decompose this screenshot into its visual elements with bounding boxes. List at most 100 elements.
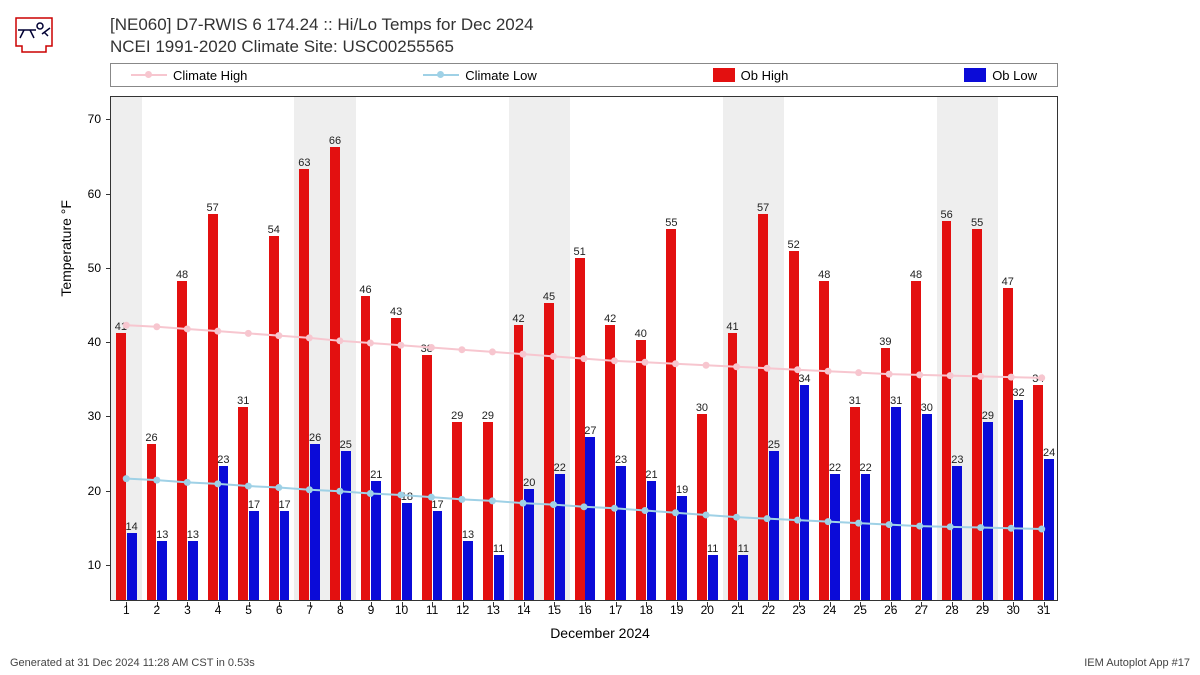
x-tick-label: 23 — [792, 603, 805, 617]
climate-high-point — [947, 372, 954, 379]
x-tick-label: 22 — [762, 603, 775, 617]
title-line-1: [NE060] D7-RWIS 6 174.24 :: Hi/Lo Temps … — [110, 14, 534, 36]
climate-high-point — [733, 363, 740, 370]
climate-low-point — [794, 517, 801, 524]
y-tick-label: 60 — [88, 187, 101, 201]
y-axis-label: Temperature °F — [58, 200, 74, 297]
y-tick — [106, 416, 111, 417]
footer-generated: Generated at 31 Dec 2024 11:28 AM CST in… — [10, 657, 255, 669]
climate-low-point — [764, 515, 771, 522]
y-tick-label: 10 — [88, 558, 101, 572]
climate-low-point — [489, 497, 496, 504]
climate-high-point — [184, 325, 191, 332]
climate-low-point — [519, 500, 526, 507]
climate-low-point — [947, 523, 954, 530]
x-tick-label: 26 — [884, 603, 897, 617]
x-tick-label: 9 — [368, 603, 375, 617]
climate-high-point — [245, 330, 252, 337]
x-tick-label: 20 — [701, 603, 714, 617]
climate-low-point — [214, 480, 221, 487]
x-tick-label: 17 — [609, 603, 622, 617]
x-tick-label: 10 — [395, 603, 408, 617]
legend-label: Ob Low — [992, 68, 1037, 83]
climate-high-point — [916, 371, 923, 378]
climate-low-point — [1008, 525, 1015, 532]
legend-ob-high: Ob High — [713, 68, 789, 83]
y-tick-label: 70 — [88, 112, 101, 126]
x-tick-label: 25 — [854, 603, 867, 617]
climate-high-point — [611, 357, 618, 364]
x-tick-label: 14 — [517, 603, 530, 617]
x-tick-label: 13 — [487, 603, 500, 617]
x-tick-label: 24 — [823, 603, 836, 617]
climate-high-point — [397, 342, 404, 349]
climate-low-point — [733, 514, 740, 521]
climate-low-point — [245, 483, 252, 490]
climate-low-point — [550, 501, 557, 508]
climate-low-point — [428, 494, 435, 501]
climate-high-point — [764, 365, 771, 372]
climate-high-point — [672, 360, 679, 367]
x-tick-label: 3 — [184, 603, 191, 617]
climate-low-point — [336, 488, 343, 495]
y-tick — [106, 342, 111, 343]
climate-high-point — [214, 328, 221, 335]
legend-label: Climate Low — [465, 68, 537, 83]
climate-high-point — [306, 334, 313, 341]
climate-high-point — [580, 355, 587, 362]
climate-low-point — [642, 507, 649, 514]
climate-low-point — [703, 511, 710, 518]
x-tick-label: 28 — [945, 603, 958, 617]
climate-high-point — [367, 340, 374, 347]
climate-high-point — [886, 371, 893, 378]
climate-low-point — [886, 521, 893, 528]
climate-high-point — [153, 323, 160, 330]
x-tick-label: 12 — [456, 603, 469, 617]
climate-high-point — [458, 346, 465, 353]
y-tick — [106, 119, 111, 120]
y-tick — [106, 491, 111, 492]
plot-area: 4114261348135723311754176326662546214318… — [110, 96, 1058, 601]
legend-label: Climate High — [173, 68, 247, 83]
climate-low-point — [275, 484, 282, 491]
climate-high-point — [1008, 374, 1015, 381]
y-tick-label: 40 — [88, 335, 101, 349]
legend-ob-low: Ob Low — [964, 68, 1037, 83]
x-tick-label: 8 — [337, 603, 344, 617]
x-tick-label: 6 — [276, 603, 283, 617]
x-tick-label: 29 — [976, 603, 989, 617]
x-tick-label: 21 — [731, 603, 744, 617]
climate-high-point — [489, 348, 496, 355]
legend-climate-high: Climate High — [131, 68, 247, 83]
legend-label: Ob High — [741, 68, 789, 83]
climate-low-point — [855, 520, 862, 527]
climate-high-point — [794, 366, 801, 373]
x-tick-label: 27 — [915, 603, 928, 617]
x-tick-label: 19 — [670, 603, 683, 617]
climate-high-point — [977, 373, 984, 380]
x-tick-label: 11 — [426, 603, 438, 617]
climate-high-point — [123, 322, 130, 329]
climate-low-point — [184, 479, 191, 486]
climate-low-point — [977, 524, 984, 531]
legend: Climate High Climate Low Ob High Ob Low — [110, 63, 1058, 87]
y-tick — [106, 565, 111, 566]
climate-low-point — [153, 477, 160, 484]
x-tick-label: 16 — [578, 603, 591, 617]
climate-low-point — [1038, 526, 1045, 533]
title-line-2: NCEI 1991-2020 Climate Site: USC00255565 — [110, 36, 534, 58]
y-tick-label: 50 — [88, 261, 101, 275]
x-tick-label: 7 — [306, 603, 313, 617]
x-tick-label: 18 — [639, 603, 652, 617]
x-tick-label: 5 — [245, 603, 252, 617]
x-tick-label: 30 — [1006, 603, 1019, 617]
climate-high-line — [126, 325, 1041, 378]
climate-high-point — [519, 351, 526, 358]
legend-climate-low: Climate Low — [423, 68, 537, 83]
climate-low-point — [123, 475, 130, 482]
x-axis-label: December 2024 — [0, 625, 1200, 641]
climate-high-point — [825, 368, 832, 375]
climate-low-point — [397, 491, 404, 498]
y-tick-label: 30 — [88, 409, 101, 423]
climate-low-point — [672, 509, 679, 516]
